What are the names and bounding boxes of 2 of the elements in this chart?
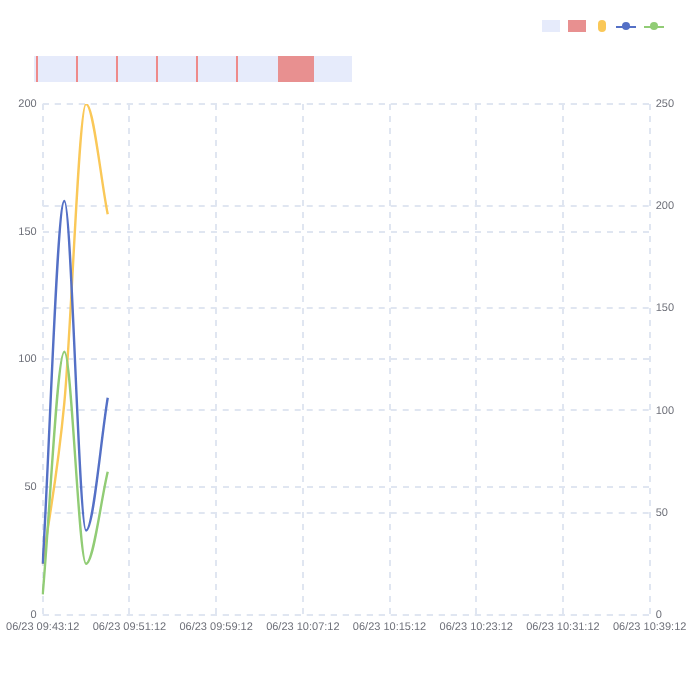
line-series: [41, 199, 109, 565]
line-series: [41, 350, 109, 596]
